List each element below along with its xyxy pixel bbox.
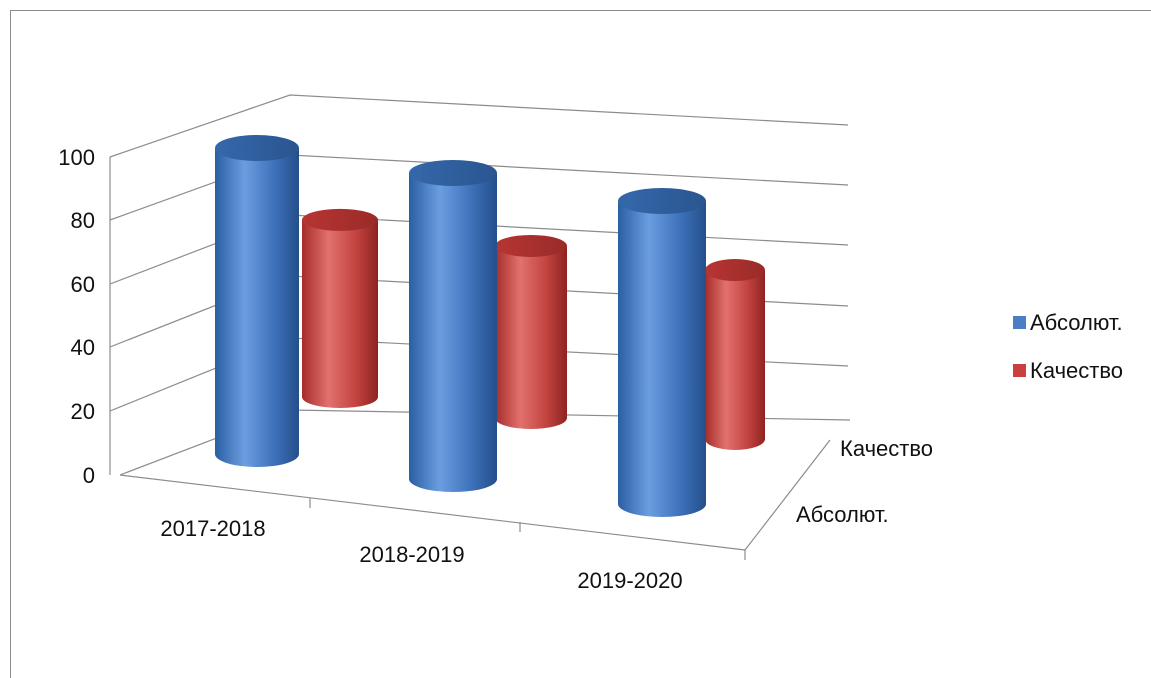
legend-label-absolyut: Абсолют. — [1030, 310, 1123, 335]
gridline-100 — [109, 94, 849, 158]
y-tick-label: 60 — [71, 272, 95, 297]
bar-absolyut-2017-2018-body — [215, 148, 299, 467]
x-tick-label: 2017-2018 — [160, 516, 265, 541]
y-tick-label: 0 — [83, 463, 95, 488]
x-axis-labels: 2017-2018 2018-2019 2019-2020 — [160, 516, 682, 593]
bar-kachestvo-2018-2019 — [495, 234, 567, 429]
bar-absolyut-2018-2019 — [409, 160, 497, 492]
y-tick-label: 100 — [58, 145, 95, 170]
bar-kachestvo-2019-2020-body — [705, 270, 765, 450]
bar-kachestvo-2018-2019-top — [495, 234, 567, 257]
bar-absolyut-2017-2018-top — [215, 135, 299, 161]
chart-frame — [10, 10, 1151, 678]
depth-label-kachestvo: Качество — [840, 436, 933, 461]
bar-kachestvo-2018-2019-body — [495, 245, 567, 429]
legend: Абсолют. Качество — [1013, 310, 1123, 383]
x-tick-label: 2018-2019 — [359, 542, 464, 567]
depth-axis-labels: Качество Абсолют. — [796, 436, 933, 527]
y-axis-labels: 0 20 40 60 80 100 — [58, 145, 95, 488]
y-tick-label: 80 — [71, 208, 95, 233]
bar-absolyut-2019-2020-body — [618, 201, 706, 517]
x-tick-label: 2019-2020 — [577, 568, 682, 593]
bar-absolyut-2018-2019-top — [409, 160, 497, 186]
bar-kachestvo-2017-2018 — [302, 208, 378, 408]
bar-absolyut-2019-2020-top — [618, 188, 706, 214]
y-tick-label: 20 — [71, 399, 95, 424]
bar-kachestvo-2019-2020 — [705, 259, 765, 450]
bar-absolyut-2019-2020 — [618, 188, 706, 517]
bar-kachestvo-2019-2020-top — [705, 259, 765, 282]
bar-absolyut-2018-2019-body — [409, 173, 497, 492]
bar-kachestvo-2017-2018-top — [302, 208, 378, 231]
depth-label-absolyut: Абсолют. — [796, 502, 889, 527]
legend-swatch-kachestvo — [1013, 364, 1026, 377]
bars — [215, 135, 765, 517]
y-tick-label: 40 — [71, 335, 95, 360]
bar-absolyut-2017-2018 — [215, 135, 299, 467]
floor-right-edge — [744, 439, 831, 551]
floor-front-edge — [119, 474, 746, 551]
bar-kachestvo-2017-2018-body — [302, 219, 378, 408]
legend-swatch-absolyut — [1013, 316, 1026, 329]
legend-label-kachestvo: Качество — [1030, 358, 1123, 383]
